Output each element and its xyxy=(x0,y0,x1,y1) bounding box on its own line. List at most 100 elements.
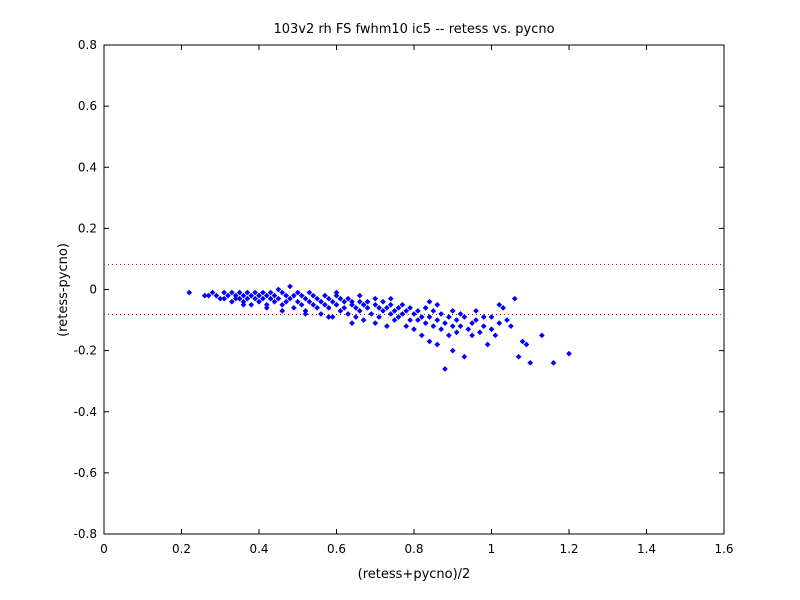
data-point xyxy=(240,301,247,308)
reference-lines xyxy=(104,263,724,316)
data-point xyxy=(395,314,402,320)
data-point xyxy=(298,301,305,308)
data-point xyxy=(267,289,274,296)
plot-area-frame xyxy=(103,44,725,535)
data-point xyxy=(399,310,406,317)
data-point xyxy=(476,329,483,336)
data-point xyxy=(352,314,359,320)
data-point xyxy=(383,304,390,311)
data-point xyxy=(221,289,228,296)
data-point xyxy=(306,298,313,305)
x-tick-label: 1.4 xyxy=(637,542,656,556)
data-point xyxy=(186,289,193,296)
data-point xyxy=(434,301,441,308)
data-point xyxy=(349,301,355,308)
data-point xyxy=(414,317,421,324)
data-point xyxy=(515,353,522,360)
data-point xyxy=(217,295,224,302)
data-point xyxy=(422,304,429,311)
x-tick-label: 1.2 xyxy=(559,542,578,556)
data-point xyxy=(294,298,301,305)
data-point xyxy=(360,301,367,308)
data-point xyxy=(263,304,270,311)
data-point xyxy=(426,338,433,345)
data-point xyxy=(213,292,220,299)
data-point xyxy=(453,317,460,324)
data-point xyxy=(484,341,491,348)
y-tick-label: -0.2 xyxy=(74,344,97,358)
data-point xyxy=(403,323,410,330)
data-point xyxy=(337,307,344,314)
data-point xyxy=(329,314,336,320)
data-point xyxy=(380,307,386,314)
y-tick-label: 0.4 xyxy=(78,160,97,174)
data-point xyxy=(232,295,239,302)
data-point xyxy=(538,332,545,339)
data-point xyxy=(504,317,510,324)
data-point xyxy=(302,295,309,302)
data-point xyxy=(349,298,355,305)
data-point xyxy=(511,295,518,302)
data-point xyxy=(290,292,297,299)
data-point xyxy=(418,314,425,320)
data-point xyxy=(372,301,379,308)
data-point xyxy=(519,338,526,345)
data-point xyxy=(364,304,371,311)
data-point xyxy=(445,332,452,339)
y-tick-label: 0.2 xyxy=(78,221,97,235)
x-tick-label: 1.6 xyxy=(714,542,733,556)
data-point xyxy=(318,310,324,317)
data-point xyxy=(414,307,421,314)
data-point xyxy=(480,323,487,330)
data-point xyxy=(345,295,352,302)
chart-title: 103v2 rh FS fwhm10 ic5 -- retess vs. pyc… xyxy=(273,22,554,37)
data-point xyxy=(407,304,414,311)
x-tick-label: 1 xyxy=(488,542,496,556)
data-point xyxy=(457,323,464,330)
data-point xyxy=(287,283,293,290)
data-point xyxy=(376,314,383,320)
data-point xyxy=(325,295,332,302)
data-point xyxy=(279,307,286,314)
y-tick-label: 0.8 xyxy=(78,38,97,52)
data-point xyxy=(310,292,317,299)
data-point xyxy=(318,298,324,305)
data-point xyxy=(550,359,557,366)
x-axis-ticks: 0 0.2 0.4 0.6 0.8 1 1.2 1.4 1.6 xyxy=(100,45,734,556)
data-point xyxy=(380,298,386,305)
data-point xyxy=(376,304,383,311)
data-point xyxy=(259,295,266,302)
data-point xyxy=(279,289,286,296)
data-point xyxy=(469,332,476,339)
data-point xyxy=(434,341,441,348)
data-point xyxy=(383,323,390,330)
data-point xyxy=(283,298,290,305)
data-point xyxy=(349,320,355,327)
x-tick-label: 0.8 xyxy=(404,542,423,556)
data-point xyxy=(407,317,414,324)
data-point xyxy=(387,301,394,308)
y-axis-ticks: -0.8 -0.6 -0.4 -0.2 0 0.2 0.4 0.6 0.8 xyxy=(74,38,724,541)
data-point xyxy=(287,295,293,302)
data-point xyxy=(364,298,371,305)
data-point xyxy=(337,295,344,302)
data-point xyxy=(341,304,348,311)
data-point xyxy=(298,292,305,299)
data-point xyxy=(356,292,363,299)
data-point xyxy=(236,289,243,296)
data-point xyxy=(341,298,348,305)
data-point xyxy=(422,320,429,327)
data-point xyxy=(507,323,514,330)
data-point xyxy=(566,350,572,357)
data-point xyxy=(248,292,255,299)
y-tick-label: -0.4 xyxy=(74,405,97,419)
data-point xyxy=(488,314,495,320)
data-point xyxy=(426,298,433,305)
y-axis-label: (retess-pycno) xyxy=(56,243,71,337)
data-point xyxy=(244,289,251,296)
data-point xyxy=(372,320,379,327)
data-point xyxy=(442,366,448,372)
x-tick-label: 0.2 xyxy=(172,542,191,556)
data-point xyxy=(252,289,259,296)
data-point xyxy=(314,304,321,311)
